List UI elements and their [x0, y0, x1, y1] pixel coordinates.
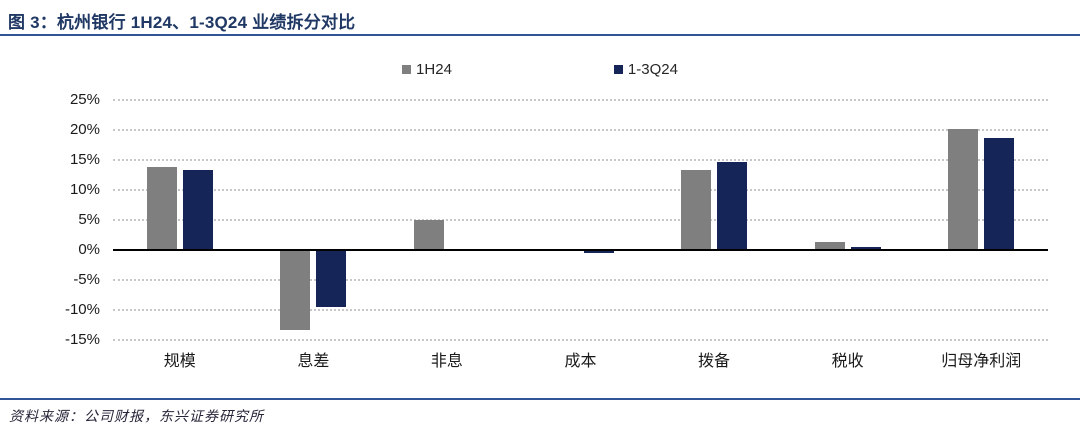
y-tick-label: 5%	[78, 211, 100, 228]
legend-label-1h24: 1H24	[416, 61, 452, 78]
gridline	[113, 279, 1048, 281]
bar-1h24-非息	[413, 220, 444, 250]
legend-label-1-3q24: 1-3Q24	[627, 61, 678, 78]
y-tick-label: 0%	[78, 241, 100, 258]
gridline	[113, 309, 1048, 311]
y-tick-label: 15%	[69, 151, 100, 168]
legend-item-1h24: 1H24	[402, 61, 452, 78]
x-category-label: 息差	[297, 353, 330, 370]
source-note: 资料来源：公司财报，东兴证券研究所	[9, 409, 264, 425]
y-tick-label: -5%	[73, 271, 100, 288]
bar-1-3q24-税收	[850, 247, 881, 250]
y-tick-label: -10%	[64, 301, 100, 318]
gridline	[113, 339, 1048, 341]
y-tick-label: 20%	[69, 121, 100, 138]
plot-area	[113, 99, 1048, 341]
x-category-label: 拨备	[698, 353, 731, 370]
bar-1h24-拨备	[681, 169, 712, 250]
x-category-label: 非息	[430, 353, 463, 370]
x-category-label: 成本	[564, 353, 597, 370]
bar-1h24-税收	[814, 242, 845, 250]
legend-item-1-3q24: 1-3Q24	[613, 61, 678, 78]
y-tick-label: -15%	[64, 331, 100, 348]
legend-swatch-1h24-icon	[402, 65, 412, 74]
gridline	[113, 129, 1048, 131]
x-category-label: 归母净利润	[941, 353, 1022, 370]
bar-1-3q24-归母净利润	[984, 138, 1015, 250]
gridline	[113, 219, 1048, 221]
figure-title: 图 3：杭州银行 1H24、1-3Q24 业绩拆分对比	[8, 13, 356, 32]
gridline	[113, 189, 1048, 191]
gridline	[113, 159, 1048, 161]
legend-swatch-1-3q24-icon	[613, 65, 623, 74]
y-tick-label: 25%	[69, 91, 100, 108]
x-axis-zero-line	[113, 249, 1048, 251]
bar-1-3q24-成本	[583, 250, 614, 253]
x-category-label: 税收	[831, 353, 864, 370]
legend: 1H24 1-3Q24	[0, 61, 1080, 78]
bar-1h24-归母净利润	[948, 129, 979, 250]
bar-1-3q24-拨备	[717, 162, 748, 250]
gridline	[113, 99, 1048, 101]
bar-1h24-息差	[280, 250, 311, 331]
bar-1-3q24-规模	[182, 169, 213, 250]
title-underline-rule	[0, 34, 1080, 36]
bar-1-3q24-息差	[316, 250, 347, 307]
footer-rule	[0, 398, 1080, 400]
y-tick-label: 10%	[69, 181, 100, 198]
bar-1h24-规模	[146, 167, 177, 250]
x-category-label: 规模	[163, 353, 196, 370]
